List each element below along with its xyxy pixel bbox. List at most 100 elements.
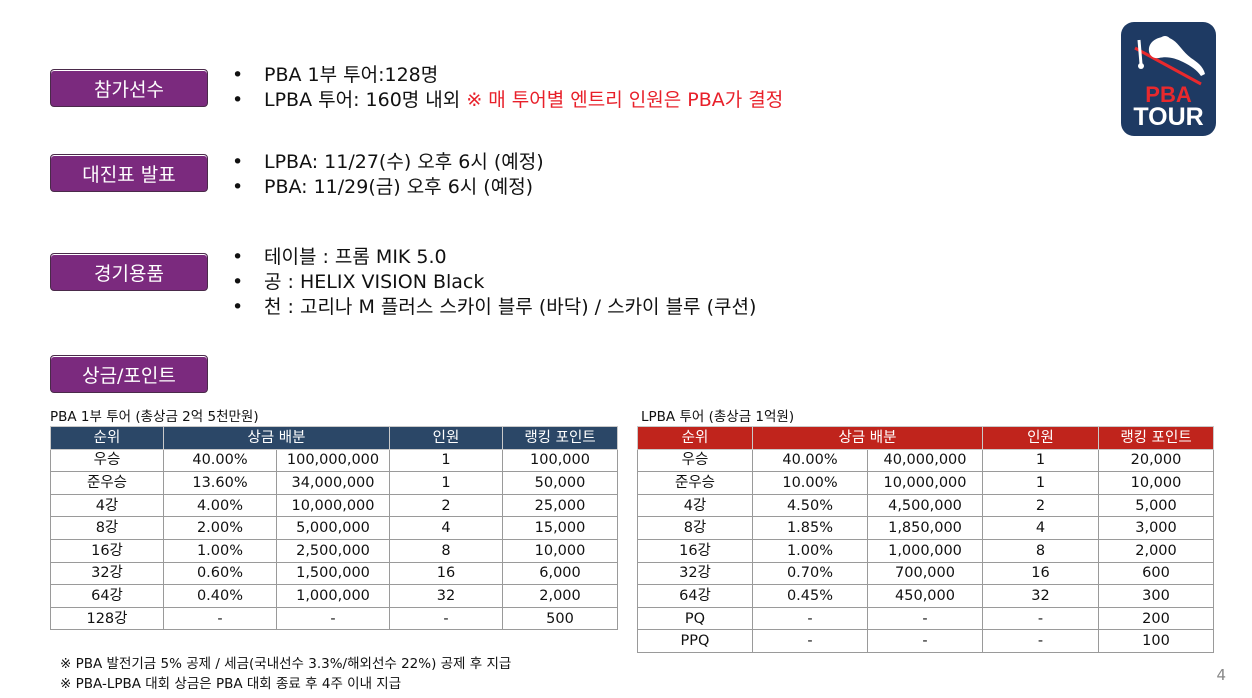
- cell-points: 100,000: [502, 448, 618, 473]
- cell-amount: 1,000,000: [276, 584, 390, 608]
- header-rank: 순위: [50, 426, 164, 450]
- pba-tour-logo: PBA TOUR: [1121, 22, 1216, 136]
- cell-points: 10,000: [1098, 471, 1214, 495]
- participants-item: LPBA 투어: 160명 내외 ※ 매 투어별 엔트리 인원은 PBA가 결정: [232, 88, 783, 113]
- lpba-table-caption: LPBA 투어 (총상금 1억원): [641, 409, 795, 425]
- cell-share: 0.45%: [752, 584, 868, 608]
- table-row: 128강 - - -500: [50, 606, 618, 631]
- table-row: 32강 0.70% 700,000 16 600: [637, 561, 1214, 586]
- cell-points: 300: [1098, 584, 1214, 608]
- cell-count: 16: [389, 561, 503, 586]
- footnote-payment: ※ PBA-LPBA 대회 상금은 PBA 대회 종료 후 4주 이내 지급: [60, 676, 402, 692]
- table-row: 8강 2.00% 5,000,000 4 15,000: [50, 516, 618, 540]
- header-prize: 상금 배분: [752, 426, 983, 450]
- cell-points: 500: [502, 606, 618, 631]
- equipment-label: 경기용품: [50, 253, 208, 291]
- cell-rank: 우승: [637, 448, 753, 473]
- cell-amount: 1,000,000: [867, 538, 983, 563]
- cell-share: 1.00%: [752, 538, 868, 563]
- cell-rank: 준우승: [637, 471, 753, 495]
- cell-amount: 100,000,000: [276, 448, 390, 473]
- cell-rank: 32강: [637, 561, 753, 586]
- cell-amount: 450,000: [867, 584, 983, 608]
- cell-share: -: [752, 606, 868, 631]
- cell-share: 1.00%: [163, 538, 277, 563]
- cell-share: 10.00%: [752, 471, 868, 495]
- billiard-player-icon: [1134, 36, 1205, 86]
- table-header-row: 순위 상금 배분 인원 랭킹 포인트: [50, 426, 618, 450]
- cell-rank: 64강: [50, 584, 164, 608]
- cell-rank: 128강: [50, 606, 164, 631]
- table-row: 4강 4.50% 4,500,000 2 5,000: [637, 493, 1214, 518]
- bracket-label: 대진표 발표: [50, 154, 208, 192]
- cell-share: 0.70%: [752, 561, 868, 586]
- cell-count: 1: [982, 471, 1099, 495]
- cell-points: 10,000: [502, 538, 618, 563]
- cell-rank: 8강: [50, 516, 164, 540]
- cell-rank: PPQ: [637, 629, 753, 653]
- table-row: 64강 0.45% 450,000 32 300: [637, 584, 1214, 608]
- cell-count: 32: [389, 584, 503, 608]
- header-count: 인원: [982, 426, 1099, 450]
- cell-points: 5,000: [1098, 493, 1214, 518]
- cell-points: 600: [1098, 561, 1214, 586]
- cell-points: 50,000: [502, 471, 618, 495]
- cell-amount: 1,500,000: [276, 561, 390, 586]
- table-row: 준우승 13.60% 34,000,000 1 50,000: [50, 471, 618, 495]
- table-row: 32강 0.60% 1,500,000 16 6,000: [50, 561, 618, 586]
- cell-share: 2.00%: [163, 516, 277, 540]
- table-row: 8강 1.85% 1,850,000 4 3,000: [637, 516, 1214, 540]
- participants-item: PBA 1부 투어:128명: [232, 63, 783, 88]
- cell-count: 1: [389, 448, 503, 473]
- bracket-item: LPBA: 11/27(수) 오후 6시 (예정): [232, 150, 544, 175]
- equipment-item: 공 : HELIX VISION Black: [232, 270, 756, 295]
- table-row: PPQ - - -100: [637, 629, 1214, 653]
- cell-count: 1: [389, 471, 503, 495]
- header-points: 랭킹 포인트: [502, 426, 618, 450]
- cell-points: 15,000: [502, 516, 618, 540]
- cell-count: -: [389, 606, 503, 631]
- cell-count: 4: [982, 516, 1099, 540]
- page-number: 4: [1216, 666, 1226, 684]
- footnote-deduction: ※ PBA 발전기금 5% 공제 / 세금(국내선수 3.3%/해외선수 22%…: [60, 656, 512, 672]
- header-prize: 상금 배분: [163, 426, 390, 450]
- table-row: 16강 1.00% 2,500,000 8 10,000: [50, 538, 618, 563]
- cell-count: 32: [982, 584, 1099, 608]
- cell-points: 100: [1098, 629, 1214, 653]
- header-rank: 순위: [637, 426, 753, 450]
- cell-amount: -: [867, 606, 983, 631]
- cell-amount: 10,000,000: [276, 493, 390, 518]
- cell-rank: 16강: [637, 538, 753, 563]
- cell-share: 4.00%: [163, 493, 277, 518]
- cell-count: 16: [982, 561, 1099, 586]
- prize-label: 상금/포인트: [50, 355, 208, 393]
- table-row: 우승 40.00% 40,000,000 1 20,000: [637, 448, 1214, 473]
- cell-rank: 8강: [637, 516, 753, 540]
- cell-points: 2,000: [1098, 538, 1214, 563]
- lpba-prize-table: 순위 상금 배분 인원 랭킹 포인트 우승 40.00% 40,000,000 1 20…: [637, 426, 1214, 653]
- entry-note: ※ 매 투어별 엔트리 인원은 PBA가 결정: [466, 89, 784, 111]
- pba-table-caption: PBA 1부 투어 (총상금 2억 5천만원): [50, 409, 259, 425]
- cell-amount: 40,000,000: [867, 448, 983, 473]
- header-count: 인원: [389, 426, 503, 450]
- logo-text-pba: PBA: [1145, 82, 1192, 107]
- cell-count: 8: [389, 538, 503, 563]
- pba-prize-table: 순위 상금 배분 인원 랭킹 포인트 우승 40.00% 100,000,000 1 1…: [50, 426, 618, 631]
- cell-share: 4.50%: [752, 493, 868, 518]
- cell-share: -: [163, 606, 277, 631]
- participants-item-text: LPBA 투어: 160명 내외: [264, 89, 467, 111]
- cell-rank: 4강: [637, 493, 753, 518]
- table-row: 64강 0.40% 1,000,000 32 2,000: [50, 584, 618, 608]
- cell-rank: 4강: [50, 493, 164, 518]
- participants-label: 참가선수: [50, 69, 208, 107]
- cell-count: -: [982, 606, 1099, 631]
- cell-rank: PQ: [637, 606, 753, 631]
- bracket-item: PBA: 11/29(금) 오후 6시 (예정): [232, 175, 544, 200]
- cell-share: 1.85%: [752, 516, 868, 540]
- header-points: 랭킹 포인트: [1098, 426, 1214, 450]
- cell-count: 2: [982, 493, 1099, 518]
- cell-amount: 700,000: [867, 561, 983, 586]
- cell-rank: 준우승: [50, 471, 164, 495]
- cell-amount: 5,000,000: [276, 516, 390, 540]
- cell-points: 20,000: [1098, 448, 1214, 473]
